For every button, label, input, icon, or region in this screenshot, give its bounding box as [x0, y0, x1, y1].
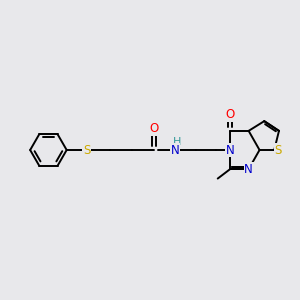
Text: N: N	[226, 143, 235, 157]
Text: N: N	[171, 143, 179, 157]
Text: O: O	[150, 122, 159, 135]
Text: N: N	[244, 163, 253, 176]
Text: S: S	[83, 143, 90, 157]
Text: S: S	[274, 143, 281, 157]
Text: H: H	[173, 137, 181, 147]
Text: O: O	[226, 108, 235, 121]
